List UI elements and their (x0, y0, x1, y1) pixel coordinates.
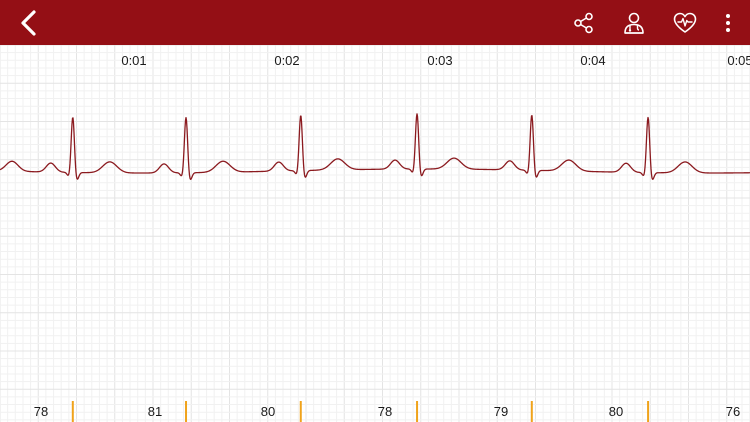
heart-rate-value: 79 (493, 404, 509, 419)
beat-markers (71, 401, 650, 422)
time-label: 0:05 (727, 53, 750, 68)
back-chevron-icon (21, 9, 36, 36)
heart-pulse-icon (673, 12, 697, 33)
ecg-svg (0, 45, 750, 422)
time-label: 0:01 (121, 53, 147, 68)
heart-rate-value: 81 (147, 404, 163, 419)
back-button[interactable] (6, 0, 50, 45)
share-icon (574, 12, 593, 33)
time-label: 0:02 (274, 53, 300, 68)
time-label: 0:03 (427, 53, 453, 68)
top-toolbar (0, 0, 750, 45)
more-vertical-icon (726, 13, 730, 32)
heart-rate-value: 80 (260, 404, 276, 419)
heart-rate-value: 78 (377, 404, 393, 419)
ecg-chart[interactable] (0, 45, 750, 422)
heart-rate-value: 80 (608, 404, 624, 419)
heart-health-button[interactable] (666, 0, 704, 45)
ecg-grid (0, 45, 750, 422)
heart-rate-value: 76 (725, 404, 741, 419)
time-label: 0:04 (580, 53, 606, 68)
heart-rate-value: 78 (33, 404, 49, 419)
ecg-trace (0, 113, 750, 180)
doctor-button[interactable] (614, 0, 654, 45)
share-button[interactable] (566, 0, 602, 45)
more-options-button[interactable] (714, 0, 742, 45)
doctor-icon (624, 12, 644, 34)
